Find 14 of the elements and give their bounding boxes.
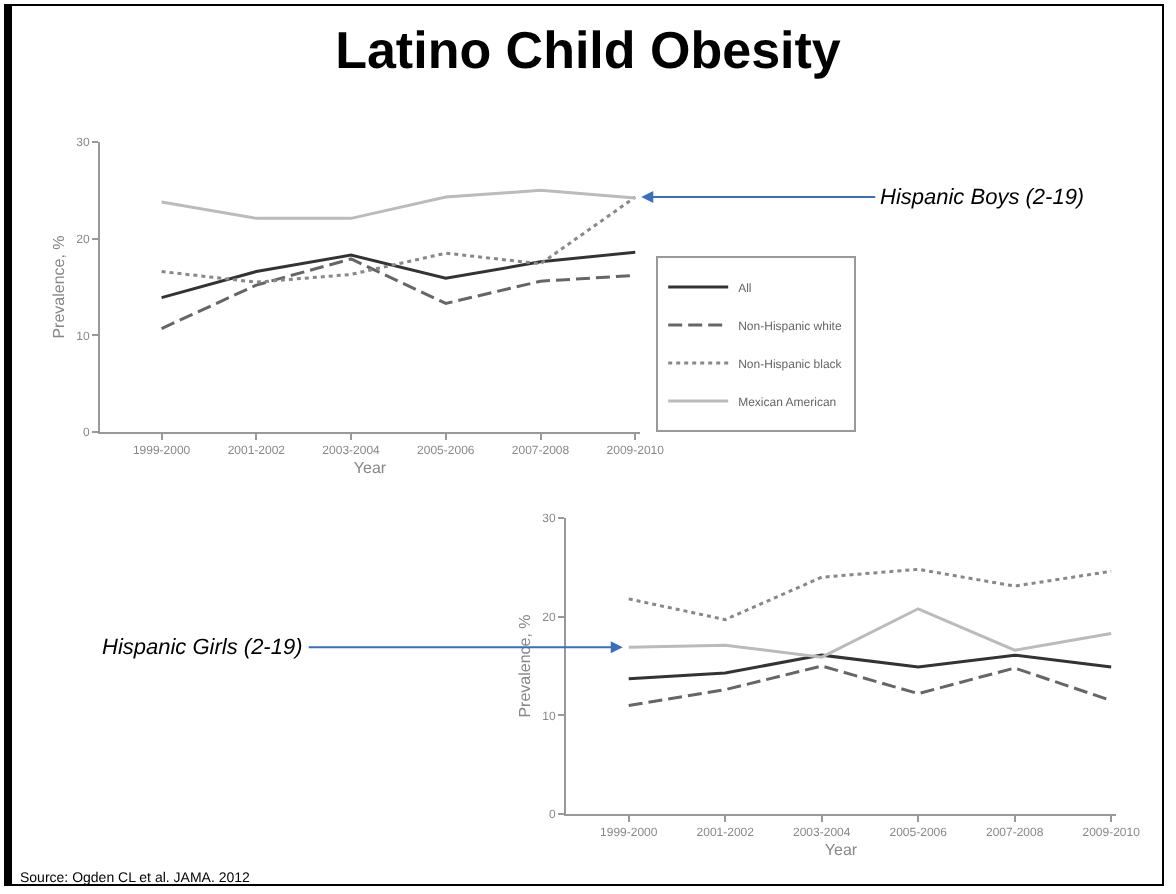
line-series xyxy=(627,607,1113,659)
line-series xyxy=(160,250,637,300)
x-axis-title: Year xyxy=(824,840,858,859)
x-axis-title: Year xyxy=(353,458,387,477)
line-series xyxy=(627,567,1113,622)
y-axis-title: Prevalence, % xyxy=(515,614,534,718)
annotation: Hispanic Boys (2-19) xyxy=(880,186,1085,210)
y-axis-title: Prevalence, % xyxy=(49,235,68,339)
chart-title: Latino Child Obesity xyxy=(333,20,843,82)
annotation: Hispanic Girls (2-19) xyxy=(102,636,304,660)
line-series xyxy=(160,188,637,220)
line-series xyxy=(627,664,1113,707)
line-series xyxy=(160,195,637,284)
line-series xyxy=(627,653,1113,681)
